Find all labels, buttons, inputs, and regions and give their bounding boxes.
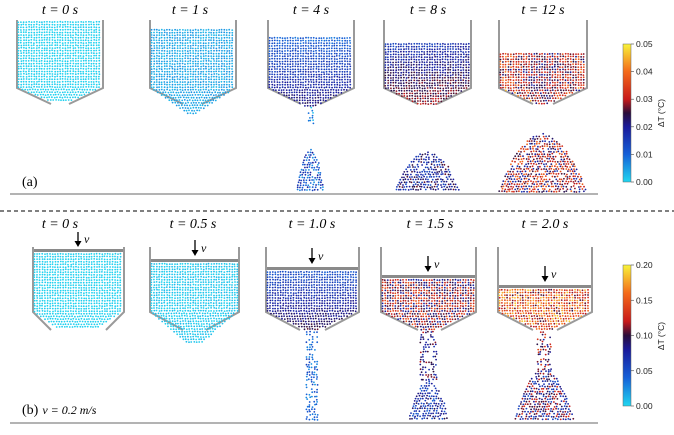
piston-b-3 bbox=[267, 267, 358, 270]
hopper-a-1 bbox=[16, 20, 52, 105]
hopper-walls-a bbox=[16, 20, 588, 105]
colorbar-a-tick-5: 0.00 bbox=[636, 177, 653, 187]
frame-label-b-4: t = 1.5 s bbox=[407, 217, 454, 232]
panel-label-b: (b) v = 0.2 m/s bbox=[22, 403, 97, 418]
piston-b-4 bbox=[382, 275, 475, 278]
frame-label-b-2: t = 0.5 s bbox=[170, 217, 217, 232]
piston-b-2 bbox=[151, 259, 238, 262]
particles-a-1 bbox=[17, 20, 101, 102]
panel-label-b-velocity: v = 0.2 m/s bbox=[42, 403, 96, 417]
particles-a-2 bbox=[150, 28, 234, 115]
particles-a-5 bbox=[498, 52, 587, 193]
frame-label-b-5: t = 2.0 s bbox=[522, 217, 569, 232]
hopper-b-5 bbox=[497, 247, 534, 331]
panel-label-b-prefix: (b) bbox=[22, 403, 39, 418]
frame-label-a-3: t = 4 s bbox=[293, 3, 330, 18]
colorbar-b-title: ΔT (°C) bbox=[656, 322, 666, 350]
colorbar-b-tick-2: 0.10 bbox=[636, 331, 653, 341]
colorbar-a-title: ΔT (°C) bbox=[656, 99, 666, 127]
frame-label-a-1: t = 0 s bbox=[42, 3, 79, 18]
velocity-arrows bbox=[74, 232, 549, 282]
hopper-a-5 bbox=[498, 20, 534, 105]
hopper-b-1 bbox=[32, 247, 52, 331]
frame-label-b-1: t = 0 s bbox=[42, 217, 79, 232]
velocity-label-b-1: v bbox=[84, 232, 90, 246]
colorbar-a-tick-1: 0.04 bbox=[636, 67, 653, 77]
colorbar-a-tick-4: 0.01 bbox=[636, 149, 653, 159]
colorbar-a: 0.05 0.04 0.03 0.02 0.01 0.00 ΔT (°C) bbox=[622, 39, 666, 187]
panel-a: t = 0 s t = 1 s t = 4 s t = 8 s t = 12 s… bbox=[10, 3, 666, 195]
colorbar-b-tick-1: 0.15 bbox=[636, 295, 653, 305]
piston-b-5 bbox=[499, 285, 591, 288]
frame-label-a-4: t = 8 s bbox=[410, 3, 447, 18]
colorbar-a-tick-3: 0.02 bbox=[636, 122, 653, 132]
frame-label-a-5: t = 12 s bbox=[521, 3, 565, 18]
particles-b-2 bbox=[150, 262, 239, 344]
hopper-a-2 bbox=[149, 20, 184, 105]
hopper-a-3 bbox=[267, 20, 302, 105]
colorbar-a-tick-2: 0.03 bbox=[636, 94, 653, 104]
velocity-label-b-3: v bbox=[318, 249, 324, 263]
particles-b-1 bbox=[33, 252, 122, 328]
frame-label-a-2: t = 1 s bbox=[172, 3, 209, 18]
particles-b-4 bbox=[381, 278, 475, 420]
colorbar-b-tick-4: 0.00 bbox=[636, 401, 653, 411]
particles-a-4 bbox=[384, 42, 470, 191]
colorbar-b-tick-0: 0.20 bbox=[636, 260, 653, 270]
velocity-label-b-5: v bbox=[551, 267, 557, 281]
velocity-label-b-4: v bbox=[434, 257, 440, 271]
colorbar-b: 0.20 0.15 0.10 0.05 0.00 ΔT (°C) bbox=[622, 260, 666, 411]
hopper-b-2 bbox=[149, 247, 184, 331]
colorbar-b-tick-3: 0.05 bbox=[636, 366, 653, 376]
particles-b-5 bbox=[498, 288, 590, 421]
particles-a-3 bbox=[268, 36, 352, 192]
pistons bbox=[34, 249, 591, 288]
hopper-b-3 bbox=[265, 247, 301, 331]
particles-b-3 bbox=[266, 270, 358, 421]
colorbar-a-tick-0: 0.05 bbox=[636, 39, 653, 49]
panel-b: t = 0 s t = 0.5 s t = 1.0 s t = 1.5 s t … bbox=[10, 217, 666, 424]
frame-label-b-3: t = 1.0 s bbox=[289, 217, 336, 232]
hopper-walls-b bbox=[32, 247, 593, 331]
panel-label-a: (a) bbox=[22, 175, 38, 190]
hopper-b-4 bbox=[380, 247, 419, 331]
piston-b-1 bbox=[34, 249, 123, 252]
velocity-label-b-2: v bbox=[201, 241, 207, 255]
